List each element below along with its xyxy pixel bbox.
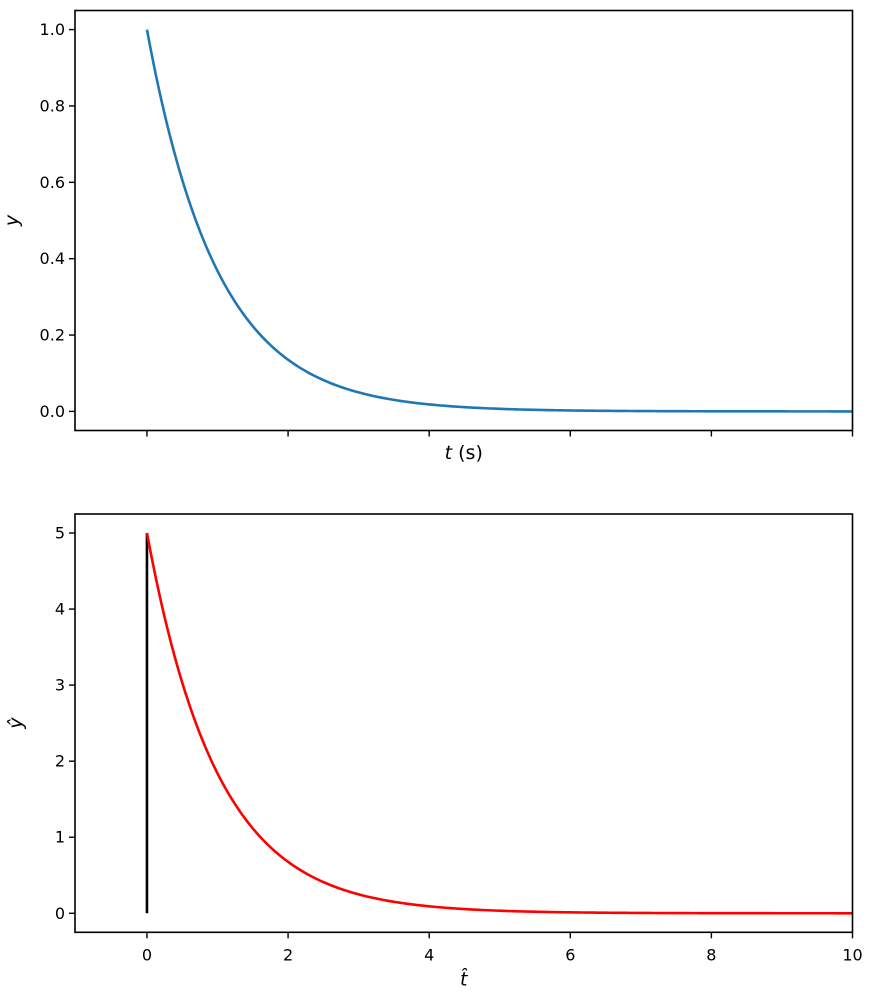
- y-tick-label: 1.0: [40, 20, 65, 39]
- y-tick-label: 2: [55, 752, 65, 771]
- y-tick-label: 0.2: [40, 326, 65, 345]
- x-tick-label: 8: [706, 945, 716, 964]
- y-tick-label: 5: [55, 524, 65, 543]
- y-tick-label: 0: [55, 904, 65, 923]
- y-tick-label: 3: [55, 676, 65, 695]
- x-tick-label: 0: [142, 945, 152, 964]
- subplot-top-response-plot: 0.0 0.2 0.4 0.6 0.8 1.0 t (s) y: [1, 9, 854, 464]
- y-axis-label: ŷ: [5, 717, 27, 730]
- plot-frame: [74, 513, 854, 934]
- x-tick-label: 4: [424, 945, 434, 964]
- y-tick-label: 0.6: [40, 173, 65, 192]
- x-axis-label: t̂: [460, 968, 469, 990]
- x-tick-label: 2: [283, 945, 293, 964]
- curve-exponential-decay: [145, 29, 853, 413]
- x-tick-label: 10: [842, 945, 862, 964]
- y-tick-label: 0.4: [40, 249, 65, 268]
- x-axis-label: t (s): [445, 442, 483, 464]
- plot-frame: [74, 9, 854, 432]
- y-tick-label: 0.0: [40, 402, 65, 421]
- subplot-bottom-normalized-response-plot: 0 2 4 6 8 10 0 1 2 3 4 5 t̂ ŷ: [5, 513, 863, 990]
- y-axis-label: y: [1, 214, 23, 227]
- curve-scaled-exponential-decay: [145, 532, 853, 915]
- x-tick-label: 6: [565, 945, 575, 964]
- y-tick-label: 0.8: [40, 96, 65, 115]
- y-tick-label: 1: [55, 828, 65, 847]
- y-tick-label: 4: [55, 600, 65, 619]
